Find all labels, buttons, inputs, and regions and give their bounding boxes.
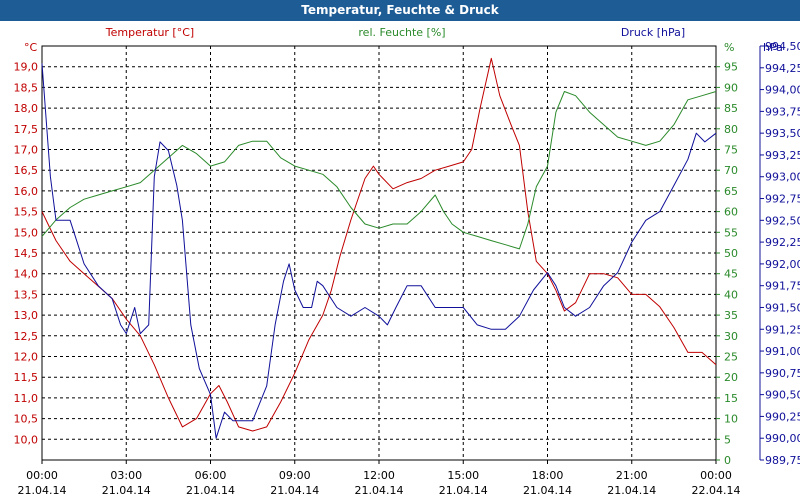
x-tick-time: 03:00 (110, 469, 142, 482)
pressure-tick-label: 992,00 (765, 258, 800, 271)
pressure-tick-label: 991,50 (765, 301, 800, 314)
humidity-tick-label: 70 (724, 164, 738, 177)
x-tick-time: 21:00 (616, 469, 648, 482)
temperature-axis: 10,0 10,5 11,0 11,5 12,0 12,5 13,0 13,5 14,0 14,5… (14, 61, 39, 447)
humidity-tick-label: 90 (724, 81, 738, 94)
x-tick-time: 15:00 (447, 469, 479, 482)
temperature-tick-label: 12,0 (14, 351, 39, 364)
humidity-tick-label: 30 (724, 330, 738, 343)
humidity-tick-label: 40 (724, 288, 738, 301)
x-tick-time: 18:00 (532, 469, 564, 482)
temperature-tick-label: 15,5 (14, 206, 39, 219)
temperature-tick-label: 18,5 (14, 81, 39, 94)
temperature-series-line (41, 57, 717, 432)
humidity-tick-label: 0 (724, 454, 731, 467)
x-tick-date: 21.04.14 (18, 484, 67, 497)
pressure-tick-label: 993,50 (765, 127, 800, 140)
humidity-tick-label: 55 (724, 226, 738, 239)
x-tick-time: 00:00 (700, 469, 732, 482)
humidity-tick-label: 50 (724, 247, 738, 260)
temperature-tick-label: 10,0 (14, 433, 39, 446)
pressure-tick-label: 992,50 (765, 214, 800, 227)
humidity-tick-label: 85 (724, 102, 738, 115)
temperature-tick-label: 13,5 (14, 288, 39, 301)
pressure-tick-label: 990,75 (765, 367, 800, 380)
x-tick-date: 21.04.14 (102, 484, 151, 497)
temperature-tick-label: 11,0 (14, 392, 39, 405)
x-tick-time: 12:00 (363, 469, 395, 482)
humidity-tick-label: 75 (724, 144, 738, 157)
pressure-tick-label: 990,25 (765, 410, 800, 423)
x-tick-time: 00:00 (26, 469, 58, 482)
chart-grid (42, 46, 716, 460)
window-title: Temperatur, Feuchte & Druck (0, 0, 800, 21)
humidity-tick-label: 95 (724, 61, 738, 74)
x-tick-date: 22.04.14 (692, 484, 741, 497)
temperature-tick-label: 18,0 (14, 102, 39, 115)
x-tick-date: 21.04.14 (186, 484, 235, 497)
temperature-tick-label: 17,0 (14, 144, 39, 157)
pressure-tick-label: 992,75 (765, 193, 800, 206)
x-tick-date: 21.04.14 (355, 484, 404, 497)
pressure-tick-label: 990,50 (765, 389, 800, 402)
pressure-tick-label: 994,25 (765, 62, 800, 75)
humidity-tick-label: 60 (724, 206, 738, 219)
pressure-tick-label: 989,75 (765, 454, 800, 467)
temperature-axis-title: Temperatur [°C] (105, 26, 194, 39)
temperature-tick-label: 11,5 (14, 371, 39, 384)
temperature-tick-label: 16,0 (14, 185, 39, 198)
humidity-tick-label: 80 (724, 123, 738, 136)
humidity-tick-label: 65 (724, 185, 738, 198)
temperature-unit: °C (24, 41, 38, 54)
humidity-axis-title: rel. Feuchte [%] (358, 26, 445, 39)
temperature-tick-label: 16,5 (14, 164, 39, 177)
x-tick-date: 21.04.14 (523, 484, 572, 497)
pressure-tick-label: 990,00 (765, 432, 800, 445)
temperature-tick-label: 17,5 (14, 123, 39, 136)
humidity-tick-label: 35 (724, 309, 738, 322)
humidity-tick-label: 5 (724, 433, 731, 446)
pressure-tick-label: 994,00 (765, 84, 800, 97)
humidity-unit: % (724, 41, 734, 54)
x-tick-time: 09:00 (279, 469, 311, 482)
temperature-tick-label: 14,5 (14, 247, 39, 260)
pressure-series-line (41, 63, 717, 439)
x-tick-time: 06:00 (195, 469, 227, 482)
x-tick-date: 21.04.14 (270, 484, 319, 497)
temperature-tick-label: 19,0 (14, 61, 39, 74)
pressure-unit: hPa (763, 41, 783, 54)
pressure-tick-label: 991,00 (765, 345, 800, 358)
humidity-axis: 0 5 10 15 20 25 30 35 40 45 50 55 60 65 70 75 80 85 90 95 (716, 61, 738, 467)
x-tick-date: 21.04.14 (439, 484, 488, 497)
temperature-tick-label: 13,0 (14, 309, 39, 322)
humidity-tick-label: 10 (724, 413, 738, 426)
pressure-tick-label: 993,00 (765, 171, 800, 184)
temperature-tick-label: 14,0 (14, 268, 39, 281)
temperature-tick-label: 10,5 (14, 413, 39, 426)
humidity-series-line (41, 91, 717, 250)
humidity-tick-label: 20 (724, 371, 738, 384)
temperature-tick-label: 12,5 (14, 330, 39, 343)
x-axis: 00:00 21.04.14 03:00 21.04.14 06:00 21.04.14 0… (18, 460, 741, 497)
humidity-tick-label: 45 (724, 268, 738, 281)
pressure-tick-label: 994,50 (765, 40, 800, 53)
chart-series (41, 57, 717, 439)
humidity-tick-label: 15 (724, 392, 738, 405)
humidity-tick-label: 25 (724, 351, 738, 364)
x-tick-date: 21.04.14 (607, 484, 656, 497)
pressure-tick-label: 993,25 (765, 149, 800, 162)
pressure-tick-label: 993,75 (765, 105, 800, 118)
pressure-tick-label: 991,25 (765, 323, 800, 336)
temperature-tick-label: 15,0 (14, 226, 39, 239)
pressure-axis-title: Druck [hPa] (621, 26, 685, 39)
pressure-tick-label: 991,75 (765, 280, 800, 293)
pressure-axis: 989,75 990,00 990,25 990,50 990,75 991,00 991,… (759, 40, 800, 467)
pressure-tick-label: 992,25 (765, 236, 800, 249)
